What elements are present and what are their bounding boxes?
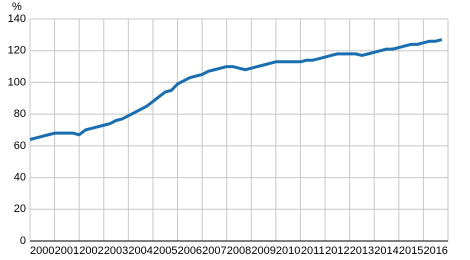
- y-tick-label: 60: [14, 140, 26, 152]
- y-axis-label: %: [12, 1, 22, 13]
- x-tick-label: 2005: [153, 245, 177, 257]
- x-tick-label: 2010: [276, 245, 300, 257]
- x-tick-label: 2011: [301, 245, 325, 257]
- x-tick-label: 2003: [104, 245, 128, 257]
- y-tick-label: 80: [14, 108, 26, 120]
- x-tick-label: 2007: [202, 245, 226, 257]
- x-tick-label: 2002: [79, 245, 103, 257]
- x-tick-label: 2006: [178, 245, 202, 257]
- y-tick-label: 140: [8, 13, 26, 25]
- x-tick-label: 2016: [423, 245, 447, 257]
- y-tick-label: 120: [8, 45, 26, 57]
- y-tick-label: 100: [8, 76, 26, 88]
- x-tick-label: 2001: [55, 245, 79, 257]
- x-tick-label: 2014: [374, 245, 398, 257]
- x-tick-label: 2013: [350, 245, 374, 257]
- x-tick-label: 2008: [227, 245, 251, 257]
- y-tick-label: 40: [14, 171, 26, 183]
- x-tick-label: 2012: [325, 245, 349, 257]
- data-line: [29, 38, 443, 141]
- x-tick-label: 2000: [30, 245, 54, 257]
- x-tick-label: 2015: [399, 245, 423, 257]
- x-tick-label: 2004: [128, 245, 152, 257]
- y-tick-label: 0: [20, 235, 26, 247]
- y-tick-label: 20: [14, 203, 26, 215]
- x-tick-label: 2009: [251, 245, 275, 257]
